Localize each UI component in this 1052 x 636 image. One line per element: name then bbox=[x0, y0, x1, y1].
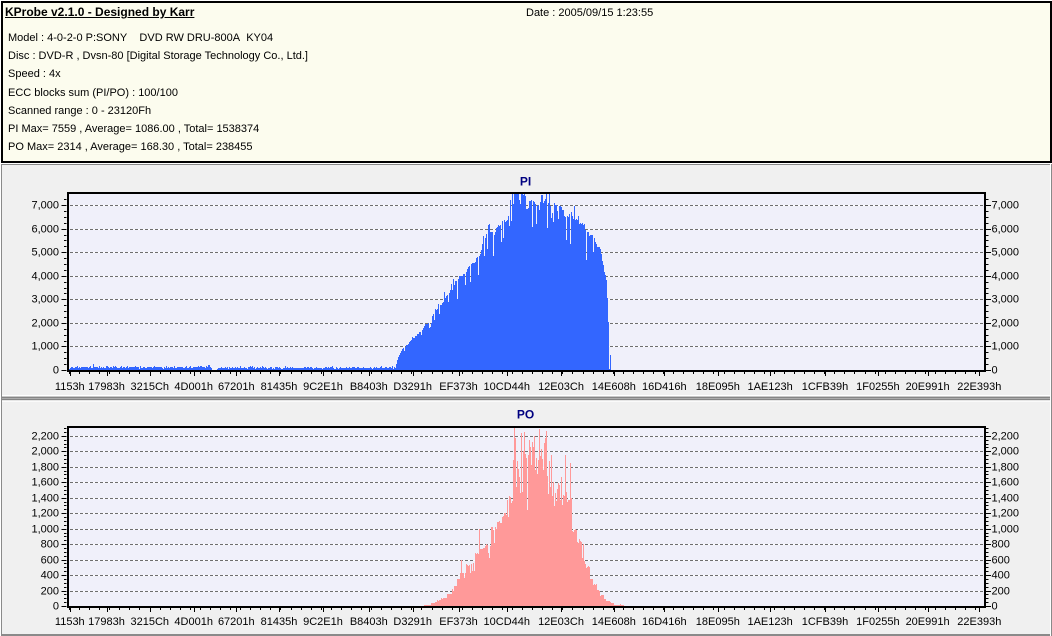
svg-text:0: 0 bbox=[53, 365, 59, 377]
svg-text:67201h: 67201h bbox=[218, 381, 255, 393]
svg-text:67201h: 67201h bbox=[218, 616, 255, 628]
svg-text:1F0255h: 1F0255h bbox=[856, 381, 899, 393]
svg-text:3215Ch: 3215Ch bbox=[131, 381, 170, 393]
svg-text:1,600: 1,600 bbox=[31, 477, 59, 489]
svg-text:0: 0 bbox=[53, 601, 59, 613]
svg-text:18E095h: 18E095h bbox=[696, 381, 740, 393]
svg-text:5,000: 5,000 bbox=[31, 247, 59, 259]
svg-text:B8403h: B8403h bbox=[350, 616, 388, 628]
svg-text:1AE123h: 1AE123h bbox=[747, 381, 792, 393]
svg-text:0: 0 bbox=[992, 601, 998, 613]
svg-text:10CD44h: 10CD44h bbox=[484, 616, 530, 628]
svg-text:200: 200 bbox=[992, 586, 1010, 598]
svg-text:3215Ch: 3215Ch bbox=[131, 616, 170, 628]
svg-text:2,200: 2,200 bbox=[31, 431, 59, 443]
svg-text:12E03Ch: 12E03Ch bbox=[538, 381, 584, 393]
svg-text:4,000: 4,000 bbox=[31, 271, 59, 283]
svg-text:2,000: 2,000 bbox=[31, 318, 59, 330]
svg-text:1,000: 1,000 bbox=[31, 524, 59, 536]
svg-text:1,800: 1,800 bbox=[31, 462, 59, 474]
svg-text:1,000: 1,000 bbox=[992, 341, 1020, 353]
svg-text:22E393h: 22E393h bbox=[957, 616, 1001, 628]
svg-text:2,000: 2,000 bbox=[992, 446, 1020, 458]
svg-text:81435h: 81435h bbox=[261, 381, 298, 393]
svg-text:9C2E1h: 9C2E1h bbox=[303, 381, 343, 393]
svg-text:1F0255h: 1F0255h bbox=[856, 616, 899, 628]
svg-text:14E608h: 14E608h bbox=[592, 616, 636, 628]
svg-text:1,400: 1,400 bbox=[992, 493, 1020, 505]
svg-text:1,000: 1,000 bbox=[31, 341, 59, 353]
svg-text:4D001h: 4D001h bbox=[174, 616, 213, 628]
svg-text:2,000: 2,000 bbox=[31, 446, 59, 458]
svg-text:4D001h: 4D001h bbox=[174, 381, 213, 393]
svg-text:EF373h: EF373h bbox=[439, 381, 478, 393]
svg-text:800: 800 bbox=[992, 539, 1010, 551]
svg-text:20E991h: 20E991h bbox=[906, 616, 950, 628]
svg-text:16D416h: 16D416h bbox=[642, 381, 687, 393]
svg-text:1,800: 1,800 bbox=[992, 462, 1020, 474]
svg-text:16D416h: 16D416h bbox=[642, 616, 687, 628]
svg-text:B8403h: B8403h bbox=[350, 381, 388, 393]
svg-text:9C2E1h: 9C2E1h bbox=[303, 616, 343, 628]
svg-text:17983h: 17983h bbox=[88, 616, 125, 628]
svg-text:22E393h: 22E393h bbox=[957, 381, 1001, 393]
svg-text:400: 400 bbox=[992, 570, 1010, 582]
svg-text:400: 400 bbox=[41, 570, 59, 582]
svg-text:EF373h: EF373h bbox=[439, 616, 478, 628]
svg-text:0: 0 bbox=[992, 365, 998, 377]
svg-text:1,000: 1,000 bbox=[992, 524, 1020, 536]
svg-text:1153h: 1153h bbox=[55, 616, 85, 628]
svg-text:1153h: 1153h bbox=[55, 381, 85, 393]
svg-text:3,000: 3,000 bbox=[992, 294, 1020, 306]
svg-text:600: 600 bbox=[992, 555, 1010, 567]
svg-text:1CFB39h: 1CFB39h bbox=[802, 381, 848, 393]
svg-text:PO: PO bbox=[517, 408, 534, 422]
svg-text:1,400: 1,400 bbox=[31, 493, 59, 505]
svg-text:PI: PI bbox=[520, 175, 531, 189]
svg-text:6,000: 6,000 bbox=[31, 224, 59, 236]
svg-text:2,200: 2,200 bbox=[992, 431, 1020, 443]
svg-text:1,600: 1,600 bbox=[992, 477, 1020, 489]
svg-text:18E095h: 18E095h bbox=[696, 616, 740, 628]
svg-text:800: 800 bbox=[41, 539, 59, 551]
svg-text:600: 600 bbox=[41, 555, 59, 567]
svg-text:1,200: 1,200 bbox=[992, 508, 1020, 520]
svg-text:17983h: 17983h bbox=[88, 381, 125, 393]
svg-text:7,000: 7,000 bbox=[992, 200, 1020, 212]
svg-text:14E608h: 14E608h bbox=[592, 381, 636, 393]
svg-text:1,200: 1,200 bbox=[31, 508, 59, 520]
svg-text:81435h: 81435h bbox=[261, 616, 298, 628]
svg-text:20E991h: 20E991h bbox=[906, 381, 950, 393]
svg-text:6,000: 6,000 bbox=[992, 224, 1020, 236]
svg-text:D3291h: D3291h bbox=[393, 381, 432, 393]
svg-text:1CFB39h: 1CFB39h bbox=[802, 616, 848, 628]
svg-text:1AE123h: 1AE123h bbox=[747, 616, 792, 628]
svg-text:D3291h: D3291h bbox=[393, 616, 432, 628]
svg-text:12E03Ch: 12E03Ch bbox=[538, 616, 584, 628]
svg-text:5,000: 5,000 bbox=[992, 247, 1020, 259]
svg-text:200: 200 bbox=[41, 586, 59, 598]
svg-text:10CD44h: 10CD44h bbox=[484, 381, 530, 393]
svg-text:7,000: 7,000 bbox=[31, 200, 59, 212]
svg-text:4,000: 4,000 bbox=[992, 271, 1020, 283]
svg-text:2,000: 2,000 bbox=[992, 318, 1020, 330]
svg-text:3,000: 3,000 bbox=[31, 294, 59, 306]
